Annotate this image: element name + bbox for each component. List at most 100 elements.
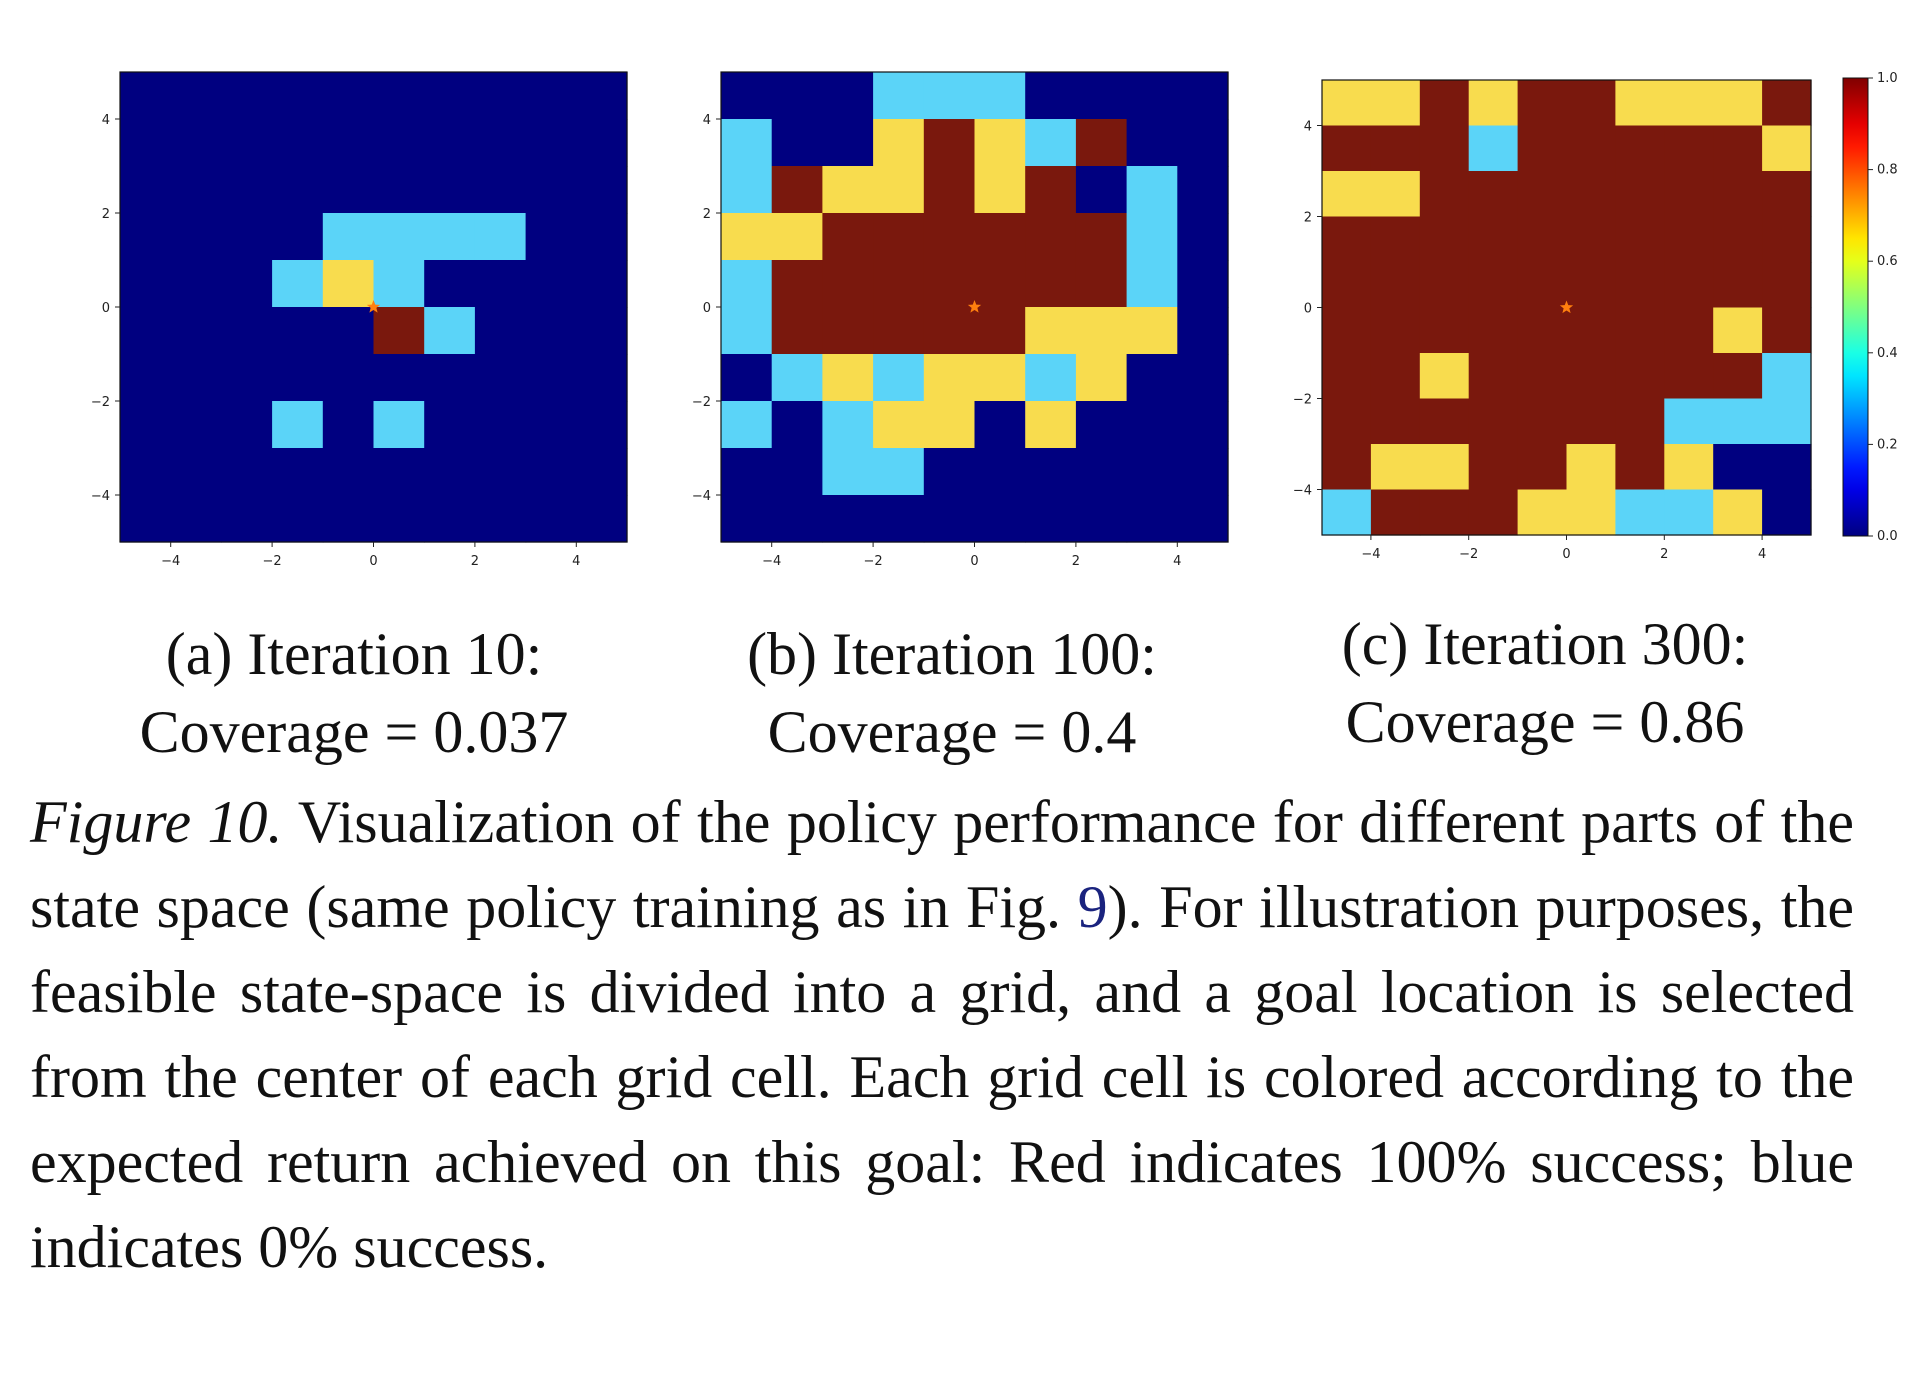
x-tick-label: 0 — [1562, 547, 1570, 562]
heatmap-cell — [822, 72, 874, 120]
heatmap-cell — [1566, 398, 1616, 445]
heatmap-cell — [1713, 171, 1763, 218]
caption-figure-reference[interactable]: 9 — [1077, 874, 1108, 940]
heatmap-cell — [1370, 307, 1421, 354]
heatmap-cell — [1664, 307, 1714, 354]
heatmap-cell — [576, 307, 628, 355]
heatmap-cell — [272, 448, 324, 496]
heatmap-cell — [1322, 489, 1372, 536]
heatmap-cell — [424, 166, 476, 214]
heatmap-cell — [822, 119, 874, 167]
heatmap-cell — [1468, 489, 1519, 536]
y-tick-label: −4 — [1293, 484, 1312, 499]
goal-star-marker — [366, 300, 381, 313]
heatmap-cell — [1075, 72, 1128, 120]
heatmap-cell — [1517, 262, 1568, 309]
heatmap-cell — [272, 72, 324, 120]
heatmap-cell — [1370, 262, 1421, 309]
heatmap-cell — [170, 213, 222, 261]
heatmap-cell — [1762, 171, 1812, 218]
heatmap-cell — [170, 448, 222, 496]
heatmap-cell — [373, 166, 425, 214]
heatmap-cell — [923, 213, 976, 261]
caption-text-part2: ). For illustration purposes, the feasib… — [30, 874, 1854, 1280]
heatmap-cell — [1517, 171, 1568, 218]
heatmap-cell — [1762, 80, 1812, 127]
figure-10-heatmaps: −4 −2 0 2 4 −4 −2 0 2 4 −4 −2 0 2 4 −4 −2 0 2 4 −4 −2 0 2 4 −4 −2 0… — [91, 71, 1898, 569]
y-tick-label: −2 — [692, 395, 711, 410]
colorbar-tick-label: 0.8 — [1877, 163, 1898, 178]
heatmap-cell — [1468, 444, 1519, 491]
heatmap-cell — [1370, 398, 1421, 445]
heatmap-cell — [221, 119, 273, 167]
heatmap-cell — [373, 448, 425, 496]
heatmap-cell — [525, 307, 577, 355]
heatmap-cell — [873, 495, 925, 543]
heatmap-cell — [525, 119, 577, 167]
heatmap-cell — [576, 166, 628, 214]
heatmap-cell — [923, 119, 976, 167]
y-tick-label: 0 — [102, 301, 110, 316]
heatmap-cell — [771, 166, 823, 214]
heatmap-cell — [373, 354, 425, 402]
heatmap-cell — [1025, 72, 1077, 120]
heatmap-cell — [576, 354, 628, 402]
heatmap-cell — [974, 72, 1026, 120]
heatmap-cell — [272, 260, 324, 308]
y-tick-label: 4 — [703, 113, 711, 128]
heatmap-cell — [120, 495, 172, 543]
heatmap-cell — [1419, 125, 1470, 172]
subcaption-a-line1: (a) Iteration 10: — [165, 621, 543, 687]
heatmap-cell — [221, 495, 273, 543]
heatmap-cell — [1713, 125, 1763, 172]
heatmap-cell — [923, 354, 976, 402]
heatmap-cell — [525, 495, 577, 543]
heatmap-cell — [721, 119, 773, 167]
heatmap-cell — [474, 119, 527, 167]
heatmap-cell — [1517, 216, 1568, 263]
heatmap-cell — [1025, 354, 1077, 402]
heatmap-cell — [1370, 125, 1421, 172]
heatmap-cell — [1075, 119, 1128, 167]
y-tick-label: 2 — [1304, 211, 1312, 226]
heatmap-cell — [221, 166, 273, 214]
heatmap-cell — [771, 401, 823, 449]
heatmap-cell — [120, 72, 172, 120]
heatmap-cell — [1177, 119, 1229, 167]
heatmap-cell — [923, 448, 976, 496]
y-tick-label: −4 — [692, 489, 711, 504]
heatmap-cell — [1322, 398, 1372, 445]
heatmap-cell — [474, 166, 527, 214]
x-tick-label: −4 — [1361, 547, 1380, 562]
heatmap-cell — [525, 401, 577, 449]
y-tick-label: 0 — [703, 301, 711, 316]
heatmap-cell — [474, 307, 527, 355]
heatmap-cell — [525, 260, 577, 308]
heatmap-cell — [721, 213, 773, 261]
heatmap-cell — [1025, 213, 1077, 261]
colorbar-tick-label: 0.2 — [1877, 437, 1898, 452]
x-tick-label: −4 — [762, 554, 781, 569]
heatmap-cell — [424, 72, 476, 120]
heatmap-cell — [424, 213, 476, 261]
heatmap-cell — [822, 166, 874, 214]
subcaption-c-line2: Coverage = 0.86 — [1345, 689, 1745, 755]
heatmap-cell — [525, 213, 577, 261]
x-tick-label: 4 — [572, 554, 580, 569]
heatmap-cell — [1075, 495, 1128, 543]
heatmap-cell — [873, 213, 925, 261]
heatmap-cell — [373, 401, 425, 449]
heatmap-cell — [974, 166, 1026, 214]
heatmap-cell — [974, 119, 1026, 167]
heatmap-cell — [1075, 307, 1128, 355]
heatmap-cell — [771, 119, 823, 167]
heatmap-cell — [1075, 448, 1128, 496]
heatmap-cell — [424, 495, 476, 543]
heatmap-cell — [1713, 80, 1763, 127]
heatmap-cell — [1075, 260, 1128, 308]
heatmap-cell — [822, 495, 874, 543]
heatmap-cell — [1126, 260, 1178, 308]
heatmap-cell — [1615, 444, 1665, 491]
heatmap-cell — [873, 166, 925, 214]
heatmap-cell — [1615, 171, 1665, 218]
